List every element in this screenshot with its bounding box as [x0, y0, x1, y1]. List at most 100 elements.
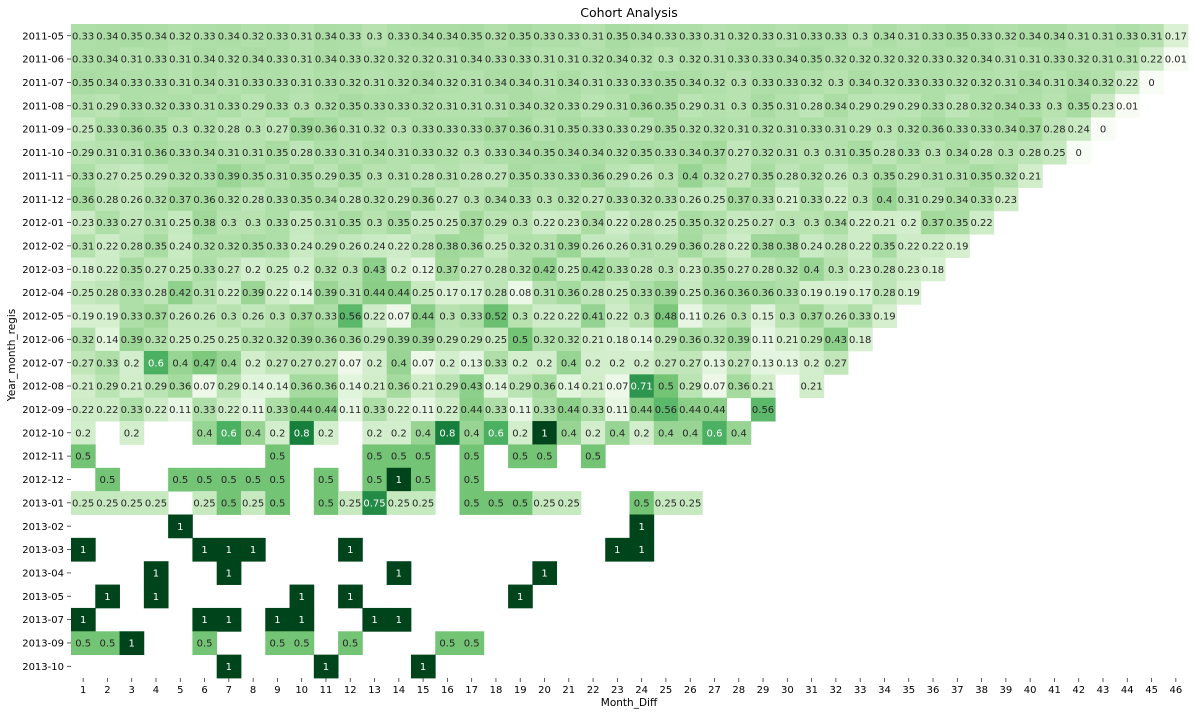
- cell-value-label: 0.35: [533, 148, 555, 159]
- heatmap-cell: [653, 24, 679, 48]
- heatmap-cell: [216, 117, 242, 142]
- heatmap-cell: [629, 234, 655, 258]
- heatmap-cell: [71, 631, 96, 656]
- heatmap-cell: [313, 70, 339, 95]
- heatmap-cell: [265, 631, 290, 656]
- heatmap-cell: [313, 47, 339, 72]
- cell-value-label: 0.14: [242, 382, 264, 393]
- heatmap-cell: [1139, 70, 1165, 95]
- cell-value-label: 0.25: [193, 335, 215, 346]
- heatmap-cell: [289, 187, 315, 212]
- heatmap-cell: [556, 187, 582, 212]
- cell-value-label: 0.3: [658, 55, 674, 66]
- heatmap-cell: [168, 47, 193, 72]
- cell-value-label: 0.34: [776, 55, 798, 66]
- cell-value-label: 0.33: [898, 148, 920, 159]
- heatmap-cell: [386, 187, 412, 212]
- cell-value-label: 0.31: [606, 101, 628, 112]
- cell-value-label: 0.23: [898, 265, 920, 276]
- heatmap-cell: [945, 94, 970, 118]
- heatmap-cell: [508, 280, 533, 305]
- cell-value-label: 0.33: [363, 101, 385, 112]
- heatmap-cell: [362, 70, 388, 95]
- cell-value-label: 0.13: [461, 358, 483, 369]
- cell-value-label: 0.39: [218, 171, 240, 182]
- cell-value-label: 0.3: [367, 218, 383, 229]
- heatmap-cell: [872, 234, 898, 258]
- heatmap-cell: [240, 70, 266, 95]
- cell-value-label: 0.31: [703, 55, 725, 66]
- heatmap-cell: [508, 24, 533, 48]
- heatmap-cell: [896, 70, 922, 95]
- heatmap-cell: [750, 280, 776, 305]
- heatmap-cell: [313, 234, 339, 258]
- heatmap-cell: [969, 70, 995, 95]
- x-axis-label: Month_Diff: [601, 697, 658, 709]
- cell-value-label: 0.5: [172, 475, 188, 486]
- cell-value-label: 0.28: [412, 241, 434, 252]
- cell-value-label: 0.22: [606, 312, 628, 323]
- heatmap-cell: [580, 140, 606, 165]
- cell-value-label: 0.27: [436, 195, 458, 206]
- cell-value-label: 0.33: [461, 125, 483, 136]
- heatmap-cell: [678, 374, 703, 399]
- heatmap-cell: [702, 327, 728, 352]
- cell-value-label: 0.34: [412, 31, 434, 42]
- cell-value-label: 0.33: [461, 312, 483, 323]
- cell-value-label: 0.5: [464, 475, 480, 486]
- heatmap-cell: [386, 444, 412, 469]
- cell-value-label: 0.31: [339, 288, 361, 299]
- cell-value-label: 0.29: [800, 335, 822, 346]
- heatmap-cell: [338, 304, 363, 329]
- cell-value-label: 0.42: [533, 265, 555, 276]
- heatmap-cell: [872, 304, 898, 329]
- heatmap-cell: [508, 327, 533, 352]
- cell-value-label: 0.33: [582, 405, 604, 416]
- cell-value-label: 0.34: [679, 148, 701, 159]
- heatmap-cell: [265, 491, 290, 515]
- heatmap-cell: [71, 257, 96, 282]
- cell-value-label: 0.31: [1068, 31, 1090, 42]
- cell-value-label: 0.34: [315, 31, 337, 42]
- heatmap-cells: 0.33 0.34 0.35 0.34 0.32 0.33 0.34 0.32 0.33 0.31…: [71, 24, 1189, 679]
- heatmap-cell: [580, 351, 606, 375]
- cell-value-label: 0.32: [1092, 78, 1114, 89]
- cell-value-label: 0.3: [852, 31, 868, 42]
- cell-value-label: 0.31: [242, 148, 264, 159]
- heatmap-cell: [289, 234, 315, 258]
- heatmap-cell: [168, 117, 193, 142]
- cell-value-label: 0.25: [655, 498, 677, 509]
- heatmap-cell: [289, 257, 315, 282]
- heatmap-cell: [240, 421, 266, 445]
- heatmap-cell: [653, 421, 679, 445]
- heatmap-cell: [119, 257, 145, 282]
- cell-value-label: 0.22: [849, 218, 871, 229]
- cell-value-label: 0.32: [145, 195, 167, 206]
- cell-value-label: 0.33: [266, 31, 288, 42]
- cell-value-label: 0.32: [388, 55, 410, 66]
- heatmap-cell: [192, 421, 218, 445]
- cell-value-label: 0.31: [825, 148, 847, 159]
- heatmap-cell: [313, 327, 339, 352]
- cell-value-label: 0.36: [533, 382, 555, 393]
- heatmap-cell: [95, 584, 120, 609]
- cell-value-label: 0.33: [509, 55, 531, 66]
- heatmap-cell: [168, 234, 193, 258]
- heatmap-cell: [653, 164, 679, 188]
- heatmap-cell: [653, 280, 679, 305]
- cell-value-label: 0.37: [461, 218, 483, 229]
- heatmap-cell: [1090, 94, 1116, 118]
- cell-value-label: 0.33: [412, 125, 434, 136]
- heatmap-cell: [386, 164, 412, 188]
- heatmap-cell: [629, 280, 655, 305]
- heatmap-cell: [338, 327, 363, 352]
- cell-value-label: 0.38: [193, 218, 215, 229]
- heatmap-cell: [678, 164, 703, 188]
- heatmap-cell: [143, 117, 169, 142]
- heatmap-cell: [95, 140, 120, 165]
- cell-value-label: 0.34: [242, 55, 264, 66]
- cell-value-label: 0.35: [1068, 101, 1090, 112]
- cell-value-label: 0.31: [169, 78, 191, 89]
- cell-value-label: 0.38: [752, 241, 774, 252]
- heatmap-cell: [168, 327, 193, 352]
